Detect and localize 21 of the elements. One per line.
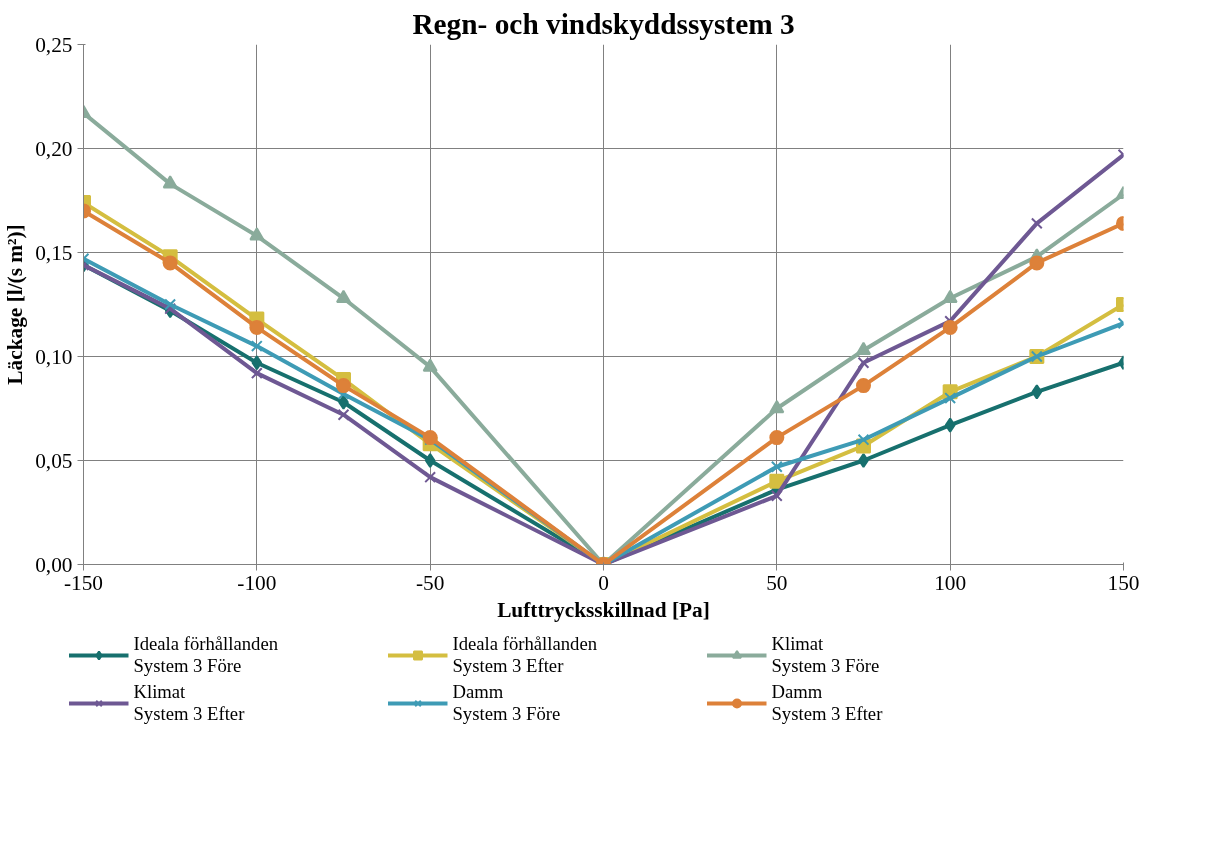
- x-tick-label: 100: [934, 570, 967, 595]
- legend-label: Damm System 3 Efter: [771, 681, 884, 725]
- chart-title: Regn- och vindskyddssystem 3: [412, 7, 795, 40]
- legend-label: Klimat System 3 Före: [771, 633, 881, 677]
- x-axis-title: Lufttrycksskillnad [Pa]: [497, 597, 710, 622]
- x-tick-label: 0: [598, 570, 609, 595]
- y-tick-label: 0,25: [35, 32, 73, 57]
- y-tick-label: 0,20: [35, 136, 73, 161]
- legend-label: Ideala förhållanden System 3 Före: [133, 633, 279, 677]
- legend-label: Ideala förhållanden System 3 Efter: [452, 633, 598, 677]
- x-tick-label: -50: [415, 570, 445, 595]
- x-tick-label: 150: [1107, 570, 1140, 595]
- y-tick-label: 0,10: [35, 344, 73, 369]
- y-axis-title: Läckage [l/(s m²)]: [3, 224, 28, 385]
- y-tick-label: 0,05: [35, 448, 73, 473]
- x-tick-label: 50: [766, 570, 788, 595]
- y-tick-label: 0,15: [35, 240, 73, 265]
- x-tick-label: -100: [237, 570, 277, 595]
- y-tick-label: 0,00: [35, 552, 73, 577]
- legend-label: Klimat System 3 Efter: [133, 681, 246, 725]
- legend-label: Damm System 3 Före: [452, 681, 562, 725]
